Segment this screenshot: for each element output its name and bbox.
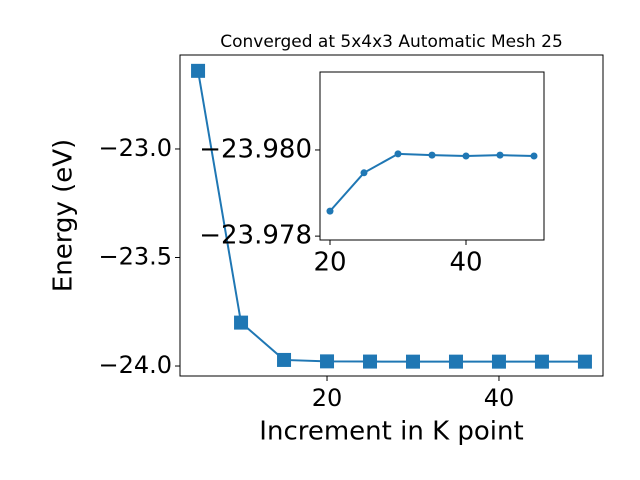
y-axis-label: Energy (eV) — [49, 139, 79, 292]
marker — [496, 151, 504, 159]
marker — [577, 354, 592, 369]
marker — [448, 354, 463, 369]
chart-title: Converged at 5x4x3 Automatic Mesh 25 — [220, 32, 563, 52]
marker — [277, 352, 292, 367]
marker — [394, 150, 402, 158]
x-tick-label: 40 — [484, 384, 515, 412]
axes-frame — [319, 71, 545, 241]
marker — [320, 354, 335, 369]
x-tick-label: 40 — [449, 248, 482, 278]
y-tick-label: −23.5 — [98, 242, 172, 270]
marker — [234, 315, 249, 330]
marker — [191, 63, 206, 78]
marker — [363, 354, 378, 369]
marker — [405, 354, 420, 369]
marker — [462, 152, 470, 160]
axes-frame — [179, 54, 604, 377]
marker — [534, 354, 549, 369]
data-line — [197, 70, 585, 363]
marker — [491, 354, 506, 369]
x-tick-label: 20 — [313, 248, 346, 278]
x-tick-label: 20 — [312, 384, 343, 412]
marker — [428, 151, 436, 159]
x-axis-label: Increment in K point — [259, 417, 523, 447]
marker — [530, 152, 538, 160]
y-tick-label: −23.980 — [199, 134, 312, 164]
y-tick-label: −24.0 — [98, 351, 172, 379]
marker — [360, 169, 368, 177]
marker — [326, 207, 334, 215]
y-tick-label: −23.0 — [98, 134, 172, 162]
y-tick-label: −23.978 — [199, 221, 312, 251]
